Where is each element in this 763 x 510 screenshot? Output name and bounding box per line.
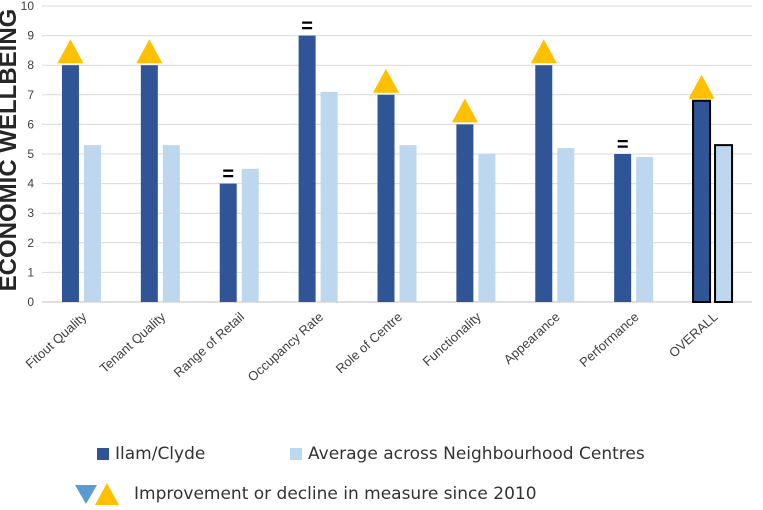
decline-triangle-icon bbox=[75, 485, 97, 504]
bar-average bbox=[320, 91, 338, 302]
legend-label-change: Improvement or decline in measure since … bbox=[134, 484, 537, 504]
legend-series-2: Average across Neighbourhood Centres bbox=[290, 444, 645, 464]
y-tick-label: 3 bbox=[27, 206, 34, 220]
y-tick-label: 10 bbox=[21, 0, 35, 13]
x-category-label: Occupancy Rate bbox=[245, 309, 326, 384]
bar-ilam-clyde bbox=[456, 124, 474, 303]
improvement-triangle-icon bbox=[95, 483, 119, 505]
y-tick-label: 6 bbox=[27, 117, 34, 131]
bar-average bbox=[162, 145, 180, 302]
y-tick-label: 8 bbox=[27, 58, 34, 72]
bar-average bbox=[636, 156, 654, 302]
y-tick-label: 1 bbox=[27, 265, 34, 279]
no-change-marker: = bbox=[222, 164, 234, 186]
legend-label-average: Average across Neighbourhood Centres bbox=[308, 444, 645, 464]
legend-swatch-average bbox=[290, 448, 302, 460]
bar-average bbox=[83, 145, 101, 302]
y-tick-label: 7 bbox=[27, 88, 34, 102]
improvement-marker bbox=[530, 39, 557, 64]
bar-ilam-clyde bbox=[692, 99, 712, 303]
x-category-label: OVERALL bbox=[666, 309, 721, 360]
improvement-marker bbox=[373, 68, 399, 93]
improvement-marker bbox=[57, 39, 84, 64]
y-axis-title: ECONOMIC WELLBEING bbox=[0, 9, 22, 292]
y-tick-label: 4 bbox=[27, 177, 34, 191]
no-change-marker: = bbox=[301, 16, 313, 38]
x-category-label: Tenant Quality bbox=[97, 309, 169, 376]
legend-change: Improvement or decline in measure since … bbox=[74, 482, 537, 506]
legend-series-1: Ilam/Clyde bbox=[97, 444, 205, 464]
bar-average bbox=[714, 144, 734, 303]
x-category-label: Role of Centre bbox=[333, 309, 405, 376]
no-change-marker: = bbox=[617, 134, 629, 156]
bar-average bbox=[478, 154, 496, 302]
bar-ilam-clyde bbox=[614, 154, 632, 302]
bar-average bbox=[241, 168, 259, 302]
x-category-label: Fitout Quality bbox=[22, 309, 89, 372]
bar-ilam-clyde bbox=[535, 65, 553, 302]
bar-ilam-clyde bbox=[61, 65, 79, 302]
improvement-marker bbox=[451, 98, 478, 123]
improvement-marker bbox=[688, 74, 715, 99]
bar-chart: ECONOMIC WELLBEING 0 1 2 3 4 5 6 7 8 9 10 Fitout Qua… bbox=[0, 0, 752, 385]
bar-ilam-clyde bbox=[298, 35, 316, 302]
y-tick-label: 5 bbox=[27, 147, 34, 161]
legend-label-ilam: Ilam/Clyde bbox=[115, 444, 206, 464]
bar-ilam-clyde bbox=[219, 183, 237, 302]
improvement-marker bbox=[136, 39, 163, 64]
bar-ilam-clyde bbox=[377, 94, 395, 302]
x-category-label: Appearance bbox=[501, 309, 563, 367]
legend-swatch-ilam bbox=[97, 448, 109, 460]
y-tick-label: 9 bbox=[27, 29, 34, 43]
bar-average bbox=[557, 148, 575, 302]
x-category-label: Functionality bbox=[420, 309, 485, 369]
bar-ilam-clyde bbox=[140, 65, 158, 302]
x-category-label: Performance bbox=[576, 309, 641, 370]
y-tick-label: 0 bbox=[27, 295, 34, 309]
y-tick-label: 2 bbox=[27, 236, 34, 250]
x-category-label: Range of Retail bbox=[171, 309, 248, 380]
bar-average bbox=[399, 145, 417, 302]
